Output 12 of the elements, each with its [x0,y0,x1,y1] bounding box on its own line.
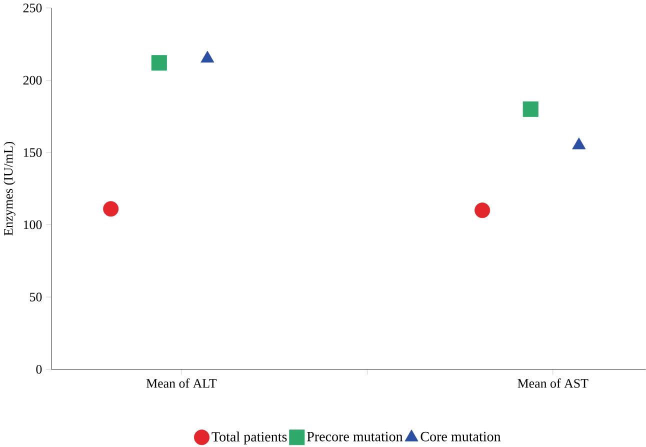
y-tick-label: 150 [24,148,42,157]
y-tick-label: 100 [24,220,42,229]
legend-label: Core mutation [420,432,501,442]
legend-label: Total patients [212,432,287,444]
x-tick-label: Mean of ALT [146,378,217,388]
y-axis-title: Enzymes (IU/mL) [4,142,16,236]
y-tick-label: 200 [23,76,42,84]
x-tick-label: Mean of AST [518,378,588,388]
legend-label: Precore mutation [307,432,403,442]
y-tick-label: 250 [23,3,42,12]
y-tick-label: 50 [30,292,42,302]
y-tick-label: 0 [36,364,42,374]
